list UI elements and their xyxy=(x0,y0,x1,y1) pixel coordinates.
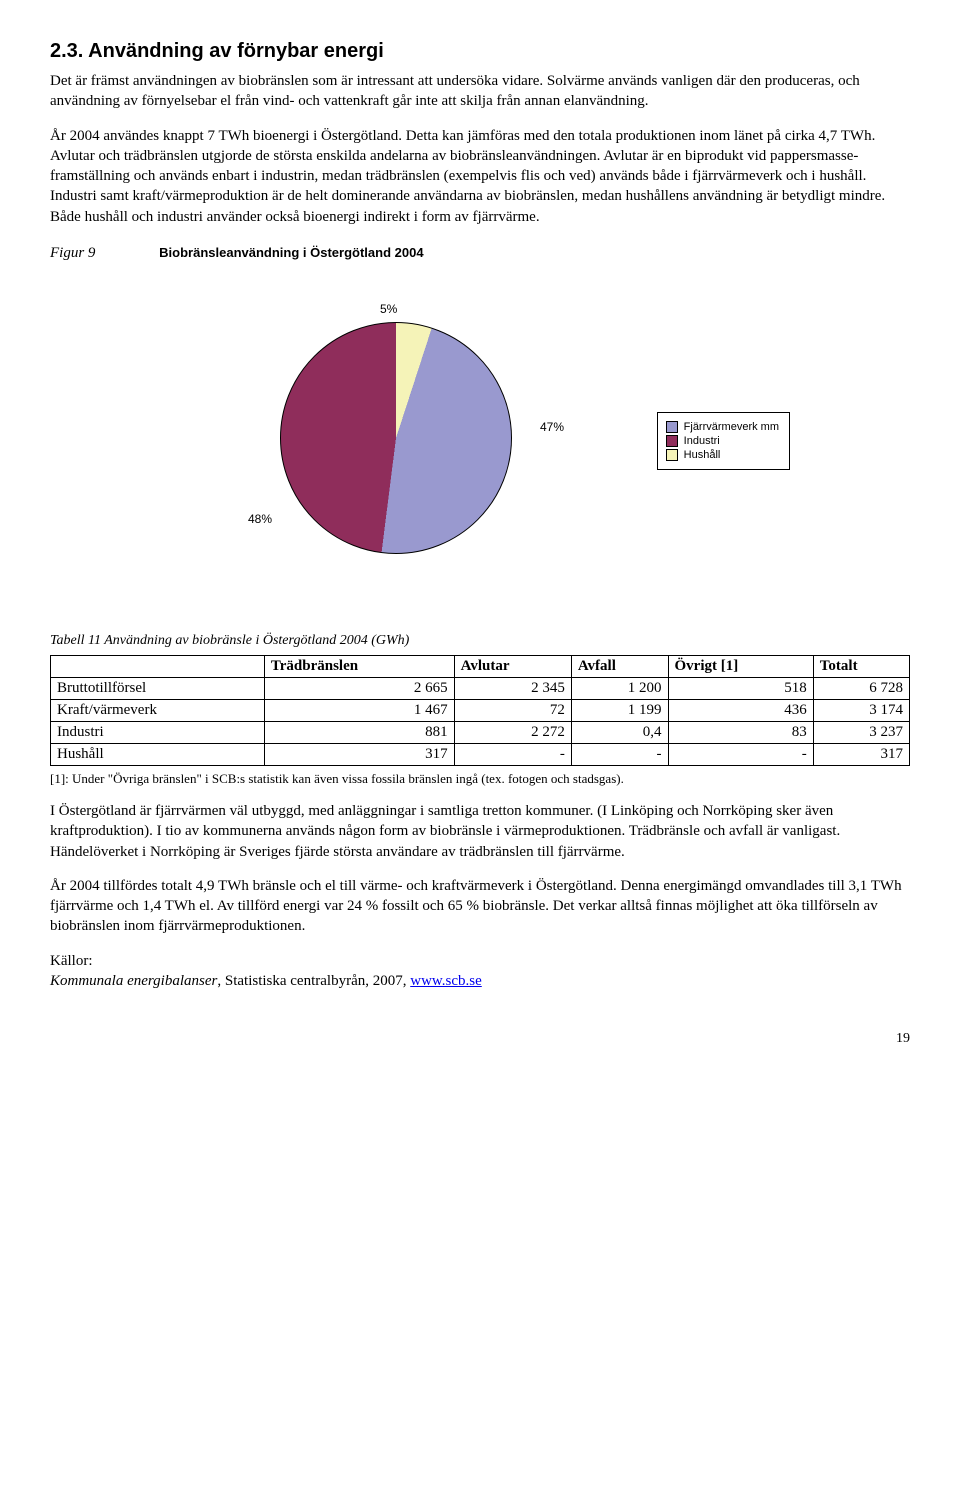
table-cell: 3 237 xyxy=(813,721,909,743)
legend-label: Industri xyxy=(684,435,720,447)
table-cell: 6 728 xyxy=(813,677,909,699)
sources: Källor: Kommunala energibalanser, Statis… xyxy=(50,951,910,992)
legend-swatch xyxy=(666,449,678,461)
table-cell: Industri xyxy=(51,721,265,743)
table-caption: Tabell 11 Användning av biobränsle i Öst… xyxy=(50,632,910,651)
table-footnote: [1]: Under "Övriga bränslen" i SCB:s sta… xyxy=(50,770,910,788)
col-header: Övrigt [1] xyxy=(668,655,813,677)
table-cell: Kraft/värmeverk xyxy=(51,699,265,721)
sources-tail: , Statistiska centralbyrån, 2007, xyxy=(217,973,410,989)
legend-label: Hushåll xyxy=(684,449,721,461)
table-header-row: Trädbränslen Avlutar Avfall Övrigt [1] T… xyxy=(51,655,910,677)
legend-label: Fjärrvärmeverk mm xyxy=(684,421,779,433)
table-cell: - xyxy=(571,743,668,765)
col-header xyxy=(51,655,265,677)
paragraph-2: År 2004 användes knappt 7 TWh bioenergi … xyxy=(50,126,910,227)
chart-title: Biobränsleanvändning i Östergötland 2004 xyxy=(159,245,423,260)
page-number: 19 xyxy=(50,1031,910,1047)
table-cell: 72 xyxy=(454,699,571,721)
col-header: Totalt xyxy=(813,655,909,677)
table-cell: Bruttotillförsel xyxy=(51,677,265,699)
table-cell: 83 xyxy=(668,721,813,743)
figure-label: Figur 9 xyxy=(50,245,95,262)
paragraph-4: År 2004 tillfördes totalt 4,9 TWh bränsl… xyxy=(50,876,910,937)
sources-title: Kommunala energibalanser xyxy=(50,973,217,989)
legend-swatch xyxy=(666,421,678,433)
table-cell: 317 xyxy=(264,743,454,765)
table-body: Bruttotillförsel2 6652 3451 2005186 728K… xyxy=(51,677,910,765)
table-cell: 1 467 xyxy=(264,699,454,721)
table-cell: 436 xyxy=(668,699,813,721)
legend-swatch xyxy=(666,435,678,447)
col-header: Avlutar xyxy=(454,655,571,677)
pct-label-5: 5% xyxy=(380,302,397,316)
table-cell: 2 272 xyxy=(454,721,571,743)
paragraph-1: Det är främst användningen av biobränsle… xyxy=(50,71,910,112)
table-row: Hushåll317---317 xyxy=(51,743,910,765)
sources-link[interactable]: www.scb.se xyxy=(410,973,482,989)
table-cell: 3 174 xyxy=(813,699,909,721)
col-header: Avfall xyxy=(571,655,668,677)
table-cell: 0,4 xyxy=(571,721,668,743)
table-cell: 317 xyxy=(813,743,909,765)
legend-item: Industri xyxy=(666,435,779,447)
table-cell: 2 345 xyxy=(454,677,571,699)
table-cell: 2 665 xyxy=(264,677,454,699)
table-cell: 518 xyxy=(668,677,813,699)
table-row: Kraft/värmeverk1 467721 1994363 174 xyxy=(51,699,910,721)
table-cell: - xyxy=(454,743,571,765)
figure-header: Figur 9 Biobränsleanvändning i Östergötl… xyxy=(50,245,910,262)
paragraph-3: I Östergötland är fjärrvärmen väl utbygg… xyxy=(50,801,910,862)
pct-label-47: 47% xyxy=(540,420,564,434)
legend-item: Hushåll xyxy=(666,449,779,461)
col-header: Trädbränslen xyxy=(264,655,454,677)
table-cell: - xyxy=(668,743,813,765)
table-cell: Hushåll xyxy=(51,743,265,765)
chart-legend: Fjärrvärmeverk mm Industri Hushåll xyxy=(657,412,790,470)
section-heading: 2.3. Användning av förnybar energi xyxy=(50,40,910,63)
table-cell: 1 200 xyxy=(571,677,668,699)
pie-chart: 5% 47% 48% Fjärrvärmeverk mm Industri Hu… xyxy=(170,292,790,592)
table-cell: 881 xyxy=(264,721,454,743)
pie-graphic xyxy=(280,322,512,554)
pct-label-48: 48% xyxy=(248,512,272,526)
table-row: Bruttotillförsel2 6652 3451 2005186 728 xyxy=(51,677,910,699)
sources-label: Källor: xyxy=(50,953,93,969)
legend-item: Fjärrvärmeverk mm xyxy=(666,421,779,433)
data-table: Trädbränslen Avlutar Avfall Övrigt [1] T… xyxy=(50,655,910,766)
table-cell: 1 199 xyxy=(571,699,668,721)
table-row: Industri8812 2720,4833 237 xyxy=(51,721,910,743)
